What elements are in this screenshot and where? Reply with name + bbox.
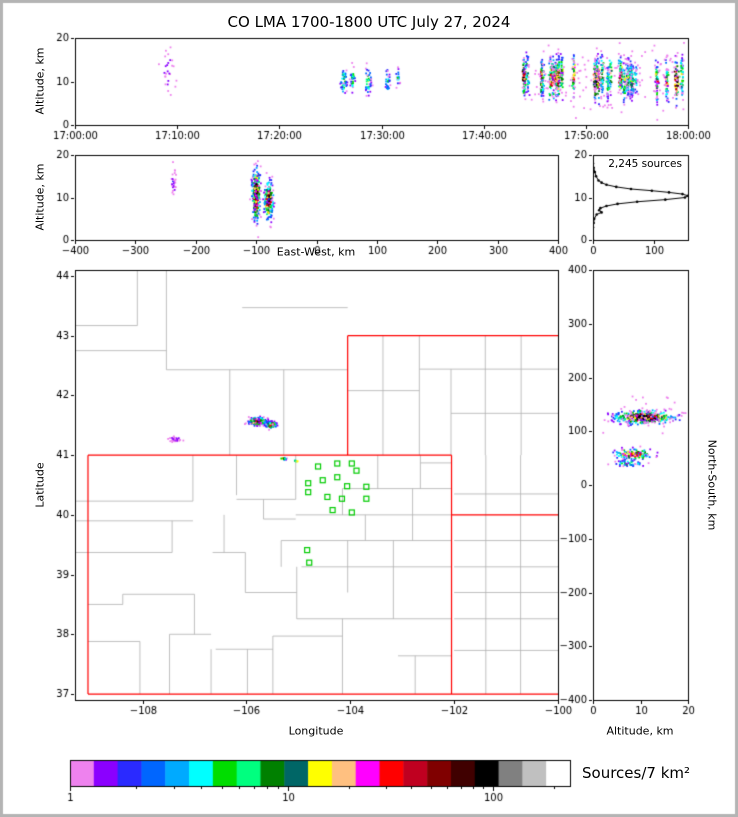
map-ylabel: Latitude bbox=[33, 462, 47, 508]
ew-height-ylabel: Altitude, km bbox=[33, 163, 47, 231]
map-xlabel: Longitude bbox=[288, 724, 344, 738]
time-height-ylabel: Altitude, km bbox=[33, 47, 47, 115]
ns-height-xlabel: Altitude, km bbox=[606, 724, 674, 738]
figure-title: CO LMA 1700-1800 UTC July 27, 2024 bbox=[227, 13, 511, 31]
ns-height-ylabel: North-South, km bbox=[705, 439, 719, 531]
colorbar-label: Sources/7 km² bbox=[582, 764, 691, 782]
sources-count-annotation: 2,245 sources bbox=[608, 158, 682, 170]
ew-height-xlabel: East-West, km bbox=[276, 245, 356, 259]
